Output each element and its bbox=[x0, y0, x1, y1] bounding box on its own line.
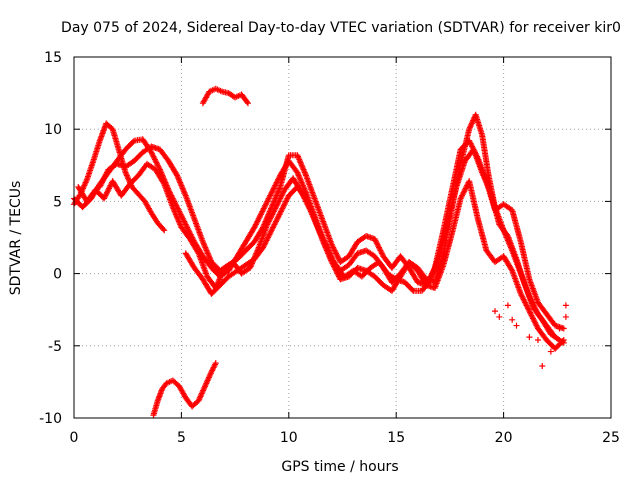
data-point bbox=[513, 322, 520, 329]
y-tick-label: -10 bbox=[39, 411, 62, 427]
data-point bbox=[194, 249, 201, 256]
data-point bbox=[130, 138, 137, 145]
data-point bbox=[212, 360, 219, 367]
data-points bbox=[71, 85, 569, 419]
data-point bbox=[160, 226, 167, 233]
x-tick-label: 10 bbox=[280, 430, 298, 446]
data-point bbox=[161, 227, 168, 234]
data-point bbox=[508, 266, 515, 273]
data-point bbox=[534, 337, 541, 344]
data-point bbox=[509, 316, 516, 323]
data-point bbox=[173, 171, 180, 178]
data-point bbox=[409, 286, 416, 293]
data-point bbox=[539, 363, 546, 370]
x-axis-label: GPS time / hours bbox=[281, 459, 398, 475]
data-point bbox=[547, 348, 554, 355]
y-tick-label: 0 bbox=[53, 267, 62, 283]
data-point bbox=[492, 308, 499, 315]
y-tick-label: 10 bbox=[44, 122, 62, 138]
y-tick-label: -5 bbox=[48, 339, 62, 355]
data-point bbox=[160, 179, 167, 186]
x-tick-label: 5 bbox=[177, 430, 186, 446]
x-tick-label: 20 bbox=[495, 430, 513, 446]
data-point bbox=[556, 325, 563, 332]
data-point bbox=[562, 302, 569, 309]
x-tick-label: 25 bbox=[602, 430, 620, 446]
data-point bbox=[504, 302, 511, 309]
x-tick-label: 0 bbox=[70, 430, 79, 446]
data-point bbox=[560, 337, 567, 344]
data-point bbox=[562, 313, 569, 320]
data-point bbox=[244, 100, 251, 107]
data-point bbox=[526, 334, 533, 341]
y-tick-label: 5 bbox=[53, 194, 62, 210]
y-axis-label: SDTVAR / TECUs bbox=[8, 181, 24, 296]
data-point bbox=[496, 313, 503, 320]
chart-title: Day 075 of 2024, Sidereal Day-to-day VTE… bbox=[61, 20, 621, 36]
data-point bbox=[244, 98, 251, 105]
grid bbox=[74, 57, 611, 418]
plot-frame bbox=[73, 56, 612, 419]
y-tick-label: 15 bbox=[44, 50, 62, 66]
x-tick-label: 15 bbox=[387, 430, 405, 446]
data-point bbox=[559, 338, 566, 345]
